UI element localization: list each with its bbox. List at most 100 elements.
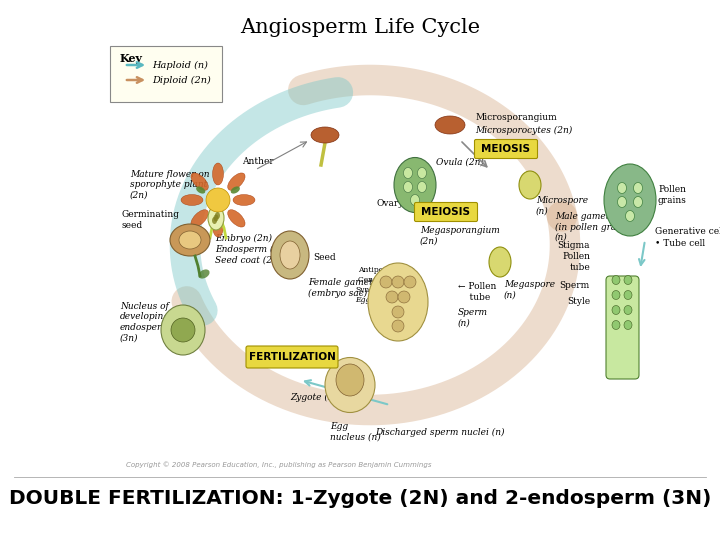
Text: Egg
nucleus (n): Egg nucleus (n) (330, 422, 381, 441)
Ellipse shape (311, 127, 339, 143)
Ellipse shape (212, 217, 217, 224)
Text: Microsporocytes (2n): Microsporocytes (2n) (475, 125, 572, 134)
Text: Diploid (2n): Diploid (2n) (152, 76, 211, 85)
FancyBboxPatch shape (606, 276, 639, 379)
Ellipse shape (604, 164, 656, 236)
Text: ← Pollen
    tube: ← Pollen tube (458, 282, 496, 302)
Ellipse shape (215, 215, 221, 225)
Text: Pollen
tube: Pollen tube (562, 252, 590, 272)
Text: Ovula (2n): Ovula (2n) (436, 158, 484, 166)
Circle shape (404, 276, 416, 288)
Ellipse shape (612, 321, 620, 329)
Text: Seed: Seed (313, 253, 336, 261)
Text: Embryo (2n): Embryo (2n) (215, 233, 272, 242)
FancyBboxPatch shape (110, 46, 222, 102)
Ellipse shape (325, 357, 375, 413)
Text: Generative cell: Generative cell (655, 227, 720, 237)
Text: Nucleus of
developing
endosperm
(3n): Nucleus of developing endosperm (3n) (120, 302, 171, 342)
Text: Male gametophyte
(in pollen grain)
(n): Male gametophyte (in pollen grain) (n) (555, 212, 640, 242)
Ellipse shape (170, 224, 210, 256)
Circle shape (392, 276, 404, 288)
Text: Synergids: Synergids (355, 286, 393, 294)
Circle shape (392, 320, 404, 332)
Circle shape (398, 291, 410, 303)
Ellipse shape (624, 275, 632, 285)
Ellipse shape (336, 364, 364, 396)
Circle shape (206, 188, 230, 212)
Ellipse shape (271, 231, 309, 279)
Ellipse shape (634, 183, 642, 193)
Ellipse shape (161, 305, 205, 355)
Text: DOUBLE FERTILIZATION: 1-Zygote (2N) and 2-endosperm (3N): DOUBLE FERTILIZATION: 1-Zygote (2N) and … (9, 489, 711, 508)
Ellipse shape (228, 173, 245, 190)
Text: Copyright © 2008 Pearson Education, Inc., publishing as Pearson Benjamin Cumming: Copyright © 2008 Pearson Education, Inc.… (126, 461, 431, 468)
Ellipse shape (212, 163, 223, 185)
Ellipse shape (418, 181, 426, 192)
Ellipse shape (624, 306, 632, 314)
Ellipse shape (612, 306, 620, 314)
Circle shape (380, 276, 392, 288)
Text: Microspore
(n): Microspore (n) (536, 196, 588, 215)
Circle shape (392, 306, 404, 318)
Text: Endosperm (3n): Endosperm (3n) (215, 245, 289, 254)
Text: Key: Key (120, 53, 143, 64)
Ellipse shape (214, 214, 218, 221)
Text: Zygote (2n): Zygote (2n) (290, 393, 343, 402)
Ellipse shape (403, 181, 413, 192)
Text: • Tube cell: • Tube cell (655, 239, 705, 247)
Ellipse shape (403, 167, 413, 179)
Text: Anther: Anther (242, 158, 274, 166)
Ellipse shape (489, 247, 511, 277)
FancyBboxPatch shape (415, 202, 477, 221)
Ellipse shape (368, 263, 428, 341)
Text: Germinating
seed: Germinating seed (122, 210, 180, 230)
Text: Microsporangium: Microsporangium (475, 113, 557, 123)
Ellipse shape (179, 231, 201, 249)
Text: Angiosperm Life Cycle: Angiosperm Life Cycle (240, 18, 480, 37)
Ellipse shape (624, 291, 632, 300)
Ellipse shape (212, 215, 223, 237)
Ellipse shape (519, 171, 541, 199)
Text: Discharged sperm nuclei (n): Discharged sperm nuclei (n) (375, 428, 505, 437)
Text: Central cell: Central cell (358, 276, 402, 284)
Ellipse shape (618, 197, 626, 207)
Ellipse shape (199, 269, 210, 279)
Ellipse shape (191, 173, 208, 190)
Text: Sperm: Sperm (559, 280, 590, 289)
FancyBboxPatch shape (246, 346, 338, 368)
Text: MEIOSIS: MEIOSIS (482, 144, 531, 154)
Ellipse shape (233, 194, 255, 206)
Circle shape (171, 318, 195, 342)
Circle shape (386, 291, 398, 303)
Text: Haploid (n): Haploid (n) (152, 60, 208, 70)
Ellipse shape (230, 186, 240, 194)
Ellipse shape (181, 194, 203, 206)
Ellipse shape (612, 275, 620, 285)
Ellipse shape (208, 206, 224, 230)
Text: Antipodal cells: Antipodal cells (358, 266, 415, 274)
Ellipse shape (191, 210, 208, 227)
Ellipse shape (228, 210, 245, 227)
Ellipse shape (435, 116, 465, 134)
Ellipse shape (410, 194, 420, 206)
Ellipse shape (624, 321, 632, 329)
Ellipse shape (634, 197, 642, 207)
Ellipse shape (280, 241, 300, 269)
Ellipse shape (418, 167, 426, 179)
Ellipse shape (196, 186, 205, 194)
Ellipse shape (215, 212, 220, 219)
Ellipse shape (394, 158, 436, 213)
Text: Style: Style (567, 298, 590, 307)
Text: Pollen
grains: Pollen grains (658, 185, 687, 205)
Ellipse shape (618, 183, 626, 193)
Text: Mature flower on
sporophyte plant
(2n): Mature flower on sporophyte plant (2n) (130, 170, 210, 200)
Text: Megaspore
(n): Megaspore (n) (504, 280, 555, 299)
Text: Stigma: Stigma (557, 240, 590, 249)
Ellipse shape (612, 291, 620, 300)
Text: Ovary: Ovary (377, 199, 404, 207)
Text: Egg (n): Egg (n) (355, 296, 384, 304)
Text: Female gametophyte
(embryo sac): Female gametophyte (embryo sac) (308, 278, 404, 298)
Text: MEIOSIS: MEIOSIS (421, 207, 470, 217)
Text: Sperm
(n): Sperm (n) (458, 308, 488, 328)
Text: Seed coat (2n): Seed coat (2n) (215, 255, 282, 265)
